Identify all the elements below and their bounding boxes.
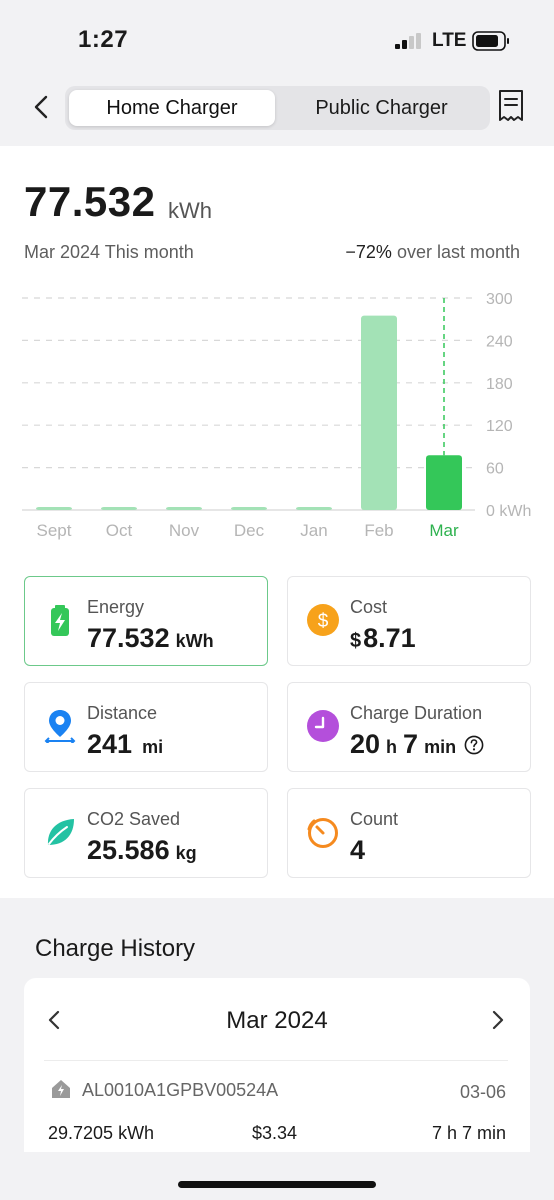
dollar-icon: $: [307, 604, 339, 636]
count-value: 4: [350, 835, 365, 866]
cost-currency: $: [350, 630, 362, 652]
nav-bar: Home Charger Public Charger: [0, 82, 554, 132]
record-energy: 29.7205 kWh: [48, 1123, 155, 1143]
x-tick-label-oct[interactable]: Oct: [106, 521, 133, 540]
clock-icon: [307, 710, 339, 742]
tab-public-charger[interactable]: Public Charger: [315, 96, 448, 119]
count-number: 4: [350, 835, 366, 865]
cost-label: Cost: [350, 597, 388, 617]
y-tick-label: 240: [486, 333, 513, 350]
energy-value: 77.532 kWh: [87, 623, 214, 654]
energy-number: 77.532: [87, 623, 170, 653]
energy-tile[interactable]: Energy 77.532 kWh: [24, 576, 268, 666]
chart-bar-jan[interactable]: [296, 507, 332, 510]
co2-label: CO2 Saved: [87, 809, 181, 829]
monthly-energy-chart[interactable]: 300 240 180 120 60 0 kWh Sept Oct Nov Dec Jan Feb Ma…: [0, 285, 554, 550]
tab-home-charger[interactable]: Home Charger: [69, 90, 275, 126]
charge-duration-value: 20 h 7 min: [350, 729, 484, 760]
co2-unit: kg: [175, 843, 197, 863]
record-cost: $3.34: [252, 1123, 298, 1143]
distance-label: Distance: [87, 703, 158, 723]
x-tick-label-jan[interactable]: Jan: [300, 521, 327, 540]
y-tick-label: 120: [486, 418, 513, 435]
prev-month-button[interactable]: [46, 1008, 62, 1032]
change-text: over last month: [396, 242, 520, 262]
x-tick-label-sept[interactable]: Sept: [37, 521, 72, 540]
y-tick-label: 180: [486, 376, 513, 393]
svg-text:$: $: [318, 611, 329, 632]
chart-bar-sept[interactable]: [36, 507, 72, 510]
count-label: Count: [350, 809, 399, 829]
distance-value: 241 mi: [87, 729, 163, 760]
month-comparison: −72% over last month: [345, 242, 520, 263]
home-indicator: [178, 1181, 376, 1188]
duration-minutes-unit: min: [424, 737, 457, 757]
distance-unit: mi: [142, 737, 164, 757]
leaf-icon: [47, 819, 74, 845]
y-tick-label: 0 kWh: [486, 503, 531, 520]
back-button[interactable]: [28, 92, 56, 122]
charge-history-title: Charge History: [35, 935, 196, 962]
charge-duration-tile[interactable]: Charge Duration 20 h 7 min: [287, 682, 531, 772]
x-tick-label-dec[interactable]: Dec: [234, 521, 265, 540]
co2-value: 25.586 kg: [87, 835, 197, 866]
distance-number: 241: [87, 729, 133, 759]
co2-saved-tile[interactable]: CO2 Saved 25.586 kg: [24, 788, 268, 878]
question-circle-icon[interactable]: [464, 735, 484, 755]
x-tick-label-feb[interactable]: Feb: [364, 521, 393, 540]
chart-bar-feb[interactable]: [361, 315, 397, 510]
duration-hours: 20: [350, 729, 381, 759]
next-month-button[interactable]: [490, 1008, 506, 1032]
divider: [44, 1060, 508, 1061]
cost-number: 8.71: [363, 623, 416, 653]
charger-type-segmented-control: Home Charger Public Charger: [65, 86, 490, 130]
total-energy-unit: kWh: [168, 198, 212, 223]
summary-card: [0, 146, 554, 898]
network-label: LTE: [432, 30, 467, 51]
co2-number: 25.586: [87, 835, 170, 865]
record-charger-id[interactable]: AL0010A1GPBV00524A: [82, 1080, 279, 1100]
distance-tile[interactable]: Distance 241 mi: [24, 682, 268, 772]
map-pin-icon: [44, 710, 76, 743]
x-tick-label-mar[interactable]: Mar: [429, 521, 459, 540]
duration-minutes: 7: [403, 729, 419, 759]
status-bar: 1:27 LTE: [0, 0, 554, 72]
chart-bar-nov[interactable]: [166, 507, 202, 510]
history-month: Mar 2024: [226, 1007, 328, 1034]
battery-charging-icon: [51, 605, 69, 636]
status-time: 1:27: [78, 26, 129, 53]
period-label: Mar 2024 This month: [24, 242, 194, 262]
battery-icon: [472, 31, 509, 51]
change-percent: −72%: [345, 242, 392, 262]
y-tick-label: 300: [486, 291, 513, 308]
y-tick-label: 60: [486, 461, 504, 478]
total-energy-value: 77.532: [24, 178, 156, 225]
receipt-icon[interactable]: [497, 88, 525, 124]
chart-bar-mar[interactable]: [426, 455, 462, 510]
timer-icon: [307, 818, 338, 848]
count-tile[interactable]: Count 4: [287, 788, 531, 878]
chart-bar-oct[interactable]: [101, 507, 137, 510]
chart-bar-dec[interactable]: [231, 507, 267, 510]
record-date: 03-06: [459, 1082, 506, 1102]
duration-hours-unit: h: [386, 737, 398, 757]
energy-label: Energy: [87, 597, 145, 617]
charge-duration-label: Charge Duration: [350, 703, 483, 723]
cost-tile[interactable]: $ Cost $ 8.71: [287, 576, 531, 666]
record-duration: 7 h 7 min: [431, 1123, 506, 1143]
cost-value: $ 8.71: [350, 623, 416, 654]
energy-unit: kWh: [175, 631, 214, 651]
x-tick-label-nov[interactable]: Nov: [169, 521, 200, 540]
signal-icon: [395, 33, 421, 49]
charge-history-card: Mar 2024 AL0010A1GPBV00524A 03-06 29.720…: [24, 978, 530, 1152]
home-charger-icon: [52, 1080, 70, 1098]
